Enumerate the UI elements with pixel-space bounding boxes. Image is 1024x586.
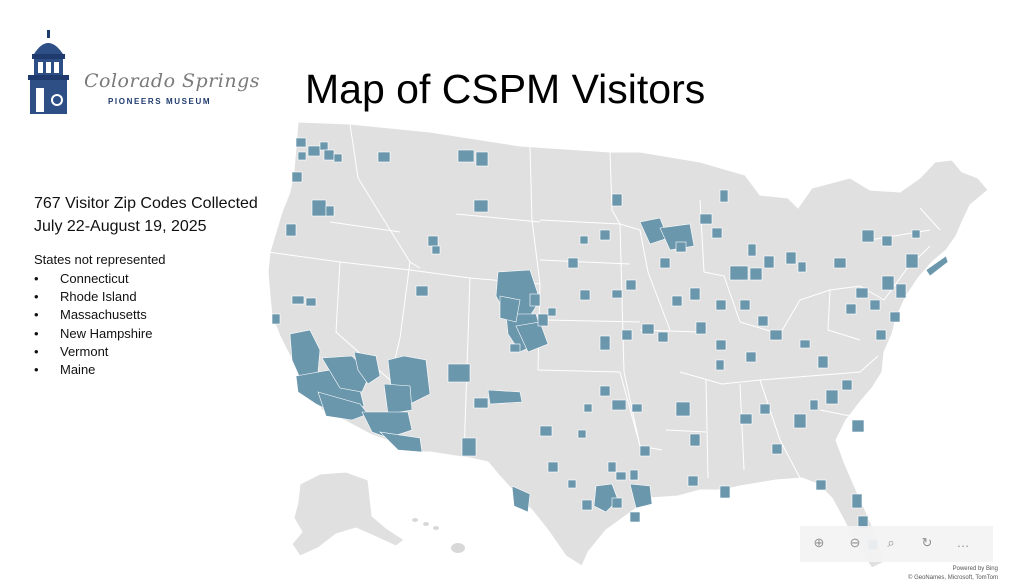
page-title: Map of CSPM Visitors (305, 66, 706, 112)
reset-rotation-icon[interactable]: ↻ (921, 535, 933, 550)
alaska-land (291, 471, 405, 557)
list-item: • Massachusetts (34, 307, 147, 323)
contiguous-us-land (267, 121, 989, 569)
search-icon[interactable]: ⌕ (887, 535, 895, 550)
list-item: • Vermont (34, 343, 109, 359)
zoom-in-icon[interactable]: ⊕ (813, 535, 825, 550)
museum-tower-icon (28, 30, 69, 114)
map-powered-by: Powered by Bing (952, 566, 998, 572)
logo-subtitle: PIONEERS MUSEUM (108, 97, 212, 106)
zoom-out-icon[interactable]: ⊖ (849, 535, 861, 550)
list-item: • Connecticut (34, 271, 129, 286)
map-controls: ⊕ ⊖ ⌕ ↻ … (800, 526, 993, 562)
list-item: • New Hampshire (34, 325, 153, 341)
info-panel: 767 Visitor Zip Codes Collected July 22-… (34, 192, 258, 379)
hawaii-land (412, 518, 465, 553)
visitor-count-text: 767 Visitor Zip Codes Collected (34, 195, 258, 212)
museum-logo: Colorado Springs PIONEERS MUSEUM (24, 30, 260, 118)
list-item: • Rhode Island (34, 289, 137, 305)
map-credits: © GeoNames, Microsoft, TomTom (908, 575, 998, 581)
date-range-text: July 22-August 19, 2025 (34, 218, 207, 235)
more-icon[interactable]: … (956, 535, 970, 550)
visitor-zip-regions (271, 137, 949, 551)
states-not-represented-list: • Connecticut • Rhode Island • Massachusett… (34, 270, 258, 379)
list-item: • Maine (34, 362, 96, 378)
logo-script-text: Colorado Springs (84, 70, 261, 92)
usa-visitor-map[interactable] (250, 112, 1010, 582)
states-not-represented-heading: States not represented (34, 252, 166, 267)
